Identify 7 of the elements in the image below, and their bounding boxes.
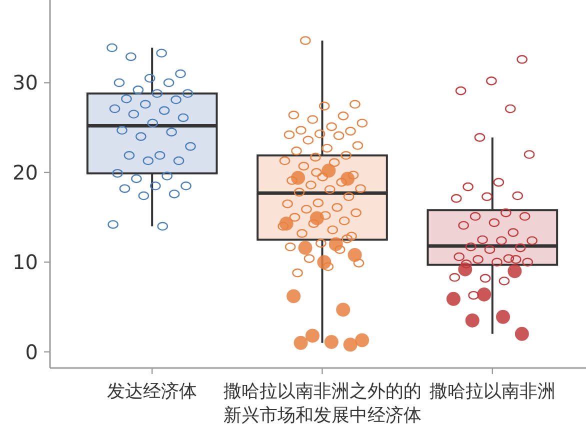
x-tick-label: 发达经济体 bbox=[107, 381, 198, 402]
y-tick-label: 30 bbox=[12, 70, 38, 95]
y-tick-label: 10 bbox=[12, 250, 38, 274]
y-tick-label: 0 bbox=[25, 340, 38, 364]
x-tick-label: 撒哈拉以南非洲 bbox=[429, 381, 556, 402]
y-tick-label: 20 bbox=[12, 160, 38, 184]
x-tick-label: 撒哈拉以南非洲之外的的新兴市场和发展中经济体 bbox=[223, 381, 422, 426]
